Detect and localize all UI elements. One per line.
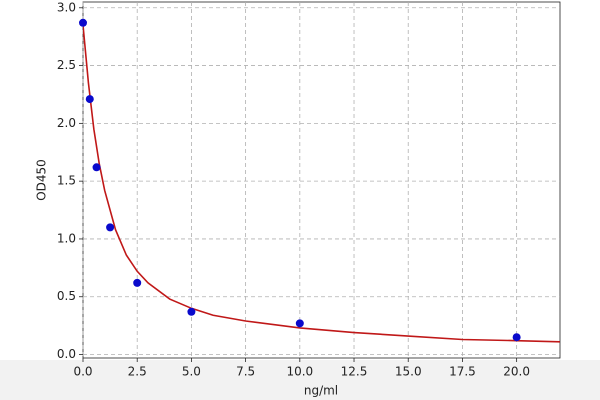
y-tick-label: 2.5 [57, 58, 76, 72]
x-tick-label: 15.0 [395, 365, 422, 379]
y-tick-label: 1.0 [57, 231, 76, 245]
x-axis-label: ng/ml [304, 384, 338, 398]
data-point [187, 307, 196, 316]
y-tick-label: 1.5 [57, 174, 76, 188]
data-point [133, 278, 142, 287]
x-tick-label: 17.5 [449, 365, 476, 379]
data-point [79, 18, 87, 27]
data-point [295, 319, 304, 328]
y-tick-label: 0.5 [57, 289, 76, 303]
x-tick-label: 10.0 [286, 365, 313, 379]
fit-curve [83, 25, 560, 343]
y-tick-label: 3.0 [57, 0, 76, 14]
y-tick-label: 0.0 [57, 347, 76, 361]
data-point [92, 163, 101, 172]
figure-background [0, 360, 600, 400]
x-tick-label: 2.5 [128, 365, 147, 379]
x-tick-label: 20.0 [503, 365, 530, 379]
x-tick-label: 7.5 [236, 365, 255, 379]
y-tick-label: 2.0 [57, 116, 76, 130]
x-tick-label: 5.0 [182, 365, 201, 379]
data-point [85, 95, 94, 104]
x-tick-label: 0.0 [73, 365, 92, 379]
plot-area [82, 1, 561, 359]
x-tick-label: 12.5 [341, 365, 368, 379]
data-point [106, 223, 115, 232]
y-axis-label: OD450 [35, 159, 49, 201]
data-point [512, 333, 521, 342]
